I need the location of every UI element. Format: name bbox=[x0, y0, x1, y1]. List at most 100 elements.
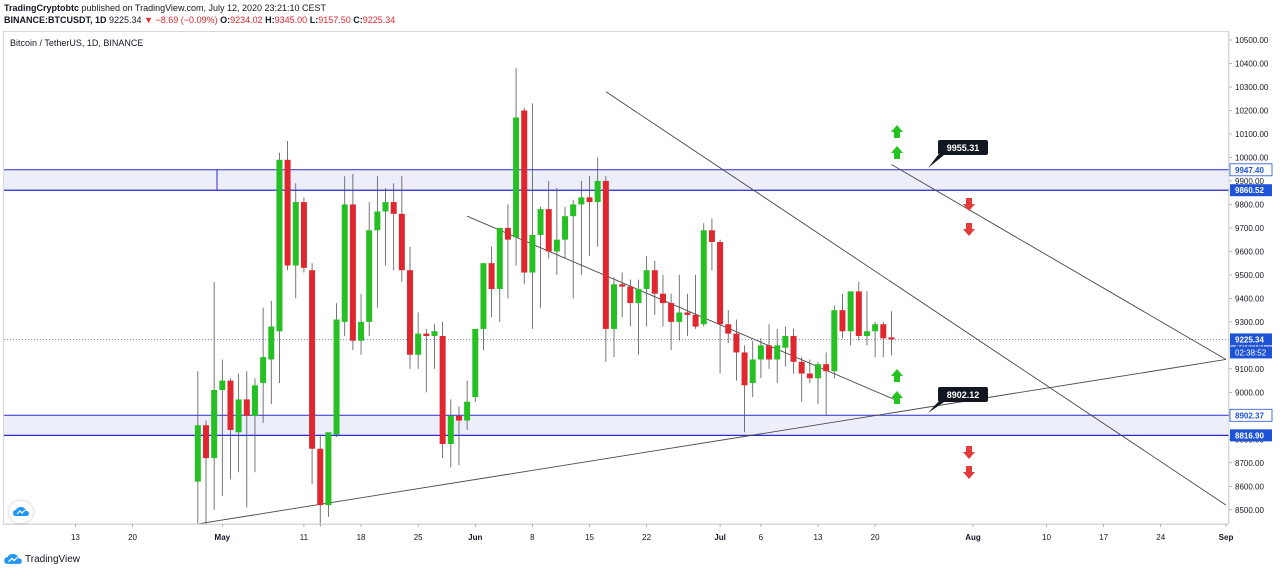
callout-pointer bbox=[928, 155, 944, 168]
candle-down bbox=[839, 310, 846, 332]
candle-down bbox=[504, 227, 511, 240]
y-tick-label: 9300.00 bbox=[1235, 318, 1264, 327]
tradingview-logo-button[interactable] bbox=[9, 501, 33, 523]
candle-up bbox=[700, 230, 707, 325]
candle-down bbox=[741, 352, 748, 386]
candle-up bbox=[292, 202, 299, 266]
price-tag bbox=[1230, 429, 1272, 442]
author-name[interactable]: TradingCryptobtc bbox=[4, 3, 80, 13]
price-tag-label: 8902.37 bbox=[1235, 411, 1264, 420]
countdown-tag bbox=[1230, 346, 1272, 359]
candle-down bbox=[455, 415, 462, 421]
candle-down bbox=[407, 270, 413, 355]
trendline bbox=[605, 91, 1227, 506]
candle-up bbox=[774, 345, 781, 360]
x-tick-label: 20 bbox=[871, 533, 880, 542]
candle-up bbox=[863, 331, 870, 336]
x-tick-label: 22 bbox=[642, 533, 651, 542]
candle-down bbox=[725, 324, 732, 334]
y-tick-label: 10000.00 bbox=[1235, 153, 1269, 162]
countdown-label: 02:38:52 bbox=[1235, 348, 1267, 357]
x-tick-label: 15 bbox=[585, 533, 594, 542]
candle-up bbox=[757, 345, 764, 360]
candle-down bbox=[545, 209, 552, 252]
trendline bbox=[197, 359, 1227, 525]
price-tag bbox=[1230, 184, 1272, 197]
y-tick-label: 8600.00 bbox=[1235, 482, 1264, 491]
tradingview-cloud-icon bbox=[4, 554, 22, 564]
price-tag bbox=[1230, 333, 1272, 346]
price-tag bbox=[1229, 163, 1273, 177]
chart-legend: Bitcoin / TetherUS, 1D, BINANCE bbox=[10, 38, 144, 48]
ohlc-line: BINANCE:BTCUSDT, 1D 9225.34 ▼ −8.69 (−0.… bbox=[4, 14, 395, 26]
y-tick-label: 9600.00 bbox=[1235, 247, 1264, 256]
candle-up bbox=[676, 312, 683, 322]
candle-up bbox=[341, 204, 348, 322]
x-tick-label: 18 bbox=[357, 533, 366, 542]
close-value: 9225.34 bbox=[362, 15, 396, 25]
candle-up bbox=[570, 204, 577, 217]
x-tick-label: May bbox=[215, 533, 231, 542]
candle-up bbox=[260, 357, 267, 383]
callout-pointer bbox=[928, 402, 944, 413]
candle-up bbox=[358, 321, 365, 341]
candle-down bbox=[684, 312, 691, 315]
candle-down bbox=[227, 380, 234, 430]
down-arrow-icon bbox=[963, 198, 975, 211]
candle-down bbox=[602, 180, 609, 329]
candle-down bbox=[692, 314, 699, 327]
y-tick-label: 8500.00 bbox=[1235, 506, 1264, 515]
callout-label: 8902.12 bbox=[947, 390, 980, 400]
y-tick-label: 10400.00 bbox=[1235, 59, 1269, 68]
y-tick-label: 10300.00 bbox=[1235, 83, 1269, 92]
footer-brand[interactable]: TradingView bbox=[25, 554, 81, 565]
y-tick-label: 8700.00 bbox=[1235, 459, 1264, 468]
candle-up bbox=[325, 432, 332, 506]
y-tick-label: 9800.00 bbox=[1235, 200, 1264, 209]
candle-up bbox=[537, 209, 544, 235]
candle-up bbox=[268, 326, 275, 360]
down-arrow-icon bbox=[963, 446, 975, 459]
candle-up bbox=[431, 331, 438, 336]
price-tag-label: 9860.52 bbox=[1235, 186, 1264, 195]
candle-up bbox=[635, 288, 642, 304]
callout-label: 9955.31 bbox=[947, 143, 980, 153]
x-tick-label: 11 bbox=[300, 533, 309, 542]
candle-up bbox=[366, 230, 373, 322]
down-arrow-icon bbox=[963, 466, 975, 479]
callout-box bbox=[938, 140, 988, 155]
x-tick-label: 6 bbox=[759, 533, 764, 542]
candle-up bbox=[276, 159, 283, 332]
y-tick-label: 9700.00 bbox=[1235, 224, 1264, 233]
candle-down bbox=[823, 364, 830, 372]
chart-header: TradingCryptobtc published on TradingVie… bbox=[4, 2, 395, 26]
candle-up bbox=[831, 310, 838, 372]
candle-down bbox=[790, 335, 797, 362]
y-tick-label: 10500.00 bbox=[1235, 36, 1269, 45]
candle-up bbox=[194, 425, 201, 482]
candle-down bbox=[309, 270, 316, 449]
x-tick-label: 20 bbox=[128, 533, 137, 542]
candle-up bbox=[211, 390, 218, 459]
candle-up bbox=[513, 117, 520, 238]
y-tick-label: 9200.00 bbox=[1235, 341, 1264, 350]
candle-up bbox=[815, 364, 821, 379]
x-tick-label: 8 bbox=[530, 533, 535, 542]
publish-info: published on TradingView.com, July 12, 2… bbox=[81, 3, 327, 13]
cloud-icon bbox=[13, 507, 29, 516]
x-tick-label: Aug bbox=[965, 533, 981, 542]
candle-down bbox=[717, 242, 724, 325]
y-tick-label: 9400.00 bbox=[1235, 294, 1264, 303]
down-arrow-icon: ▼ bbox=[144, 15, 154, 25]
candle-up bbox=[529, 234, 536, 273]
x-tick-label: Sep bbox=[1219, 533, 1234, 542]
y-tick-label: 9900.00 bbox=[1235, 177, 1264, 186]
candle-down bbox=[398, 213, 405, 271]
support-resistance-zone bbox=[4, 415, 1229, 436]
high-label: H: bbox=[265, 15, 275, 25]
candle-up bbox=[553, 239, 560, 252]
change-value: −8.69 (−0.09%) bbox=[155, 15, 218, 25]
y-tick-label: 9100.00 bbox=[1235, 365, 1264, 374]
x-tick-label: 10 bbox=[1042, 533, 1051, 542]
